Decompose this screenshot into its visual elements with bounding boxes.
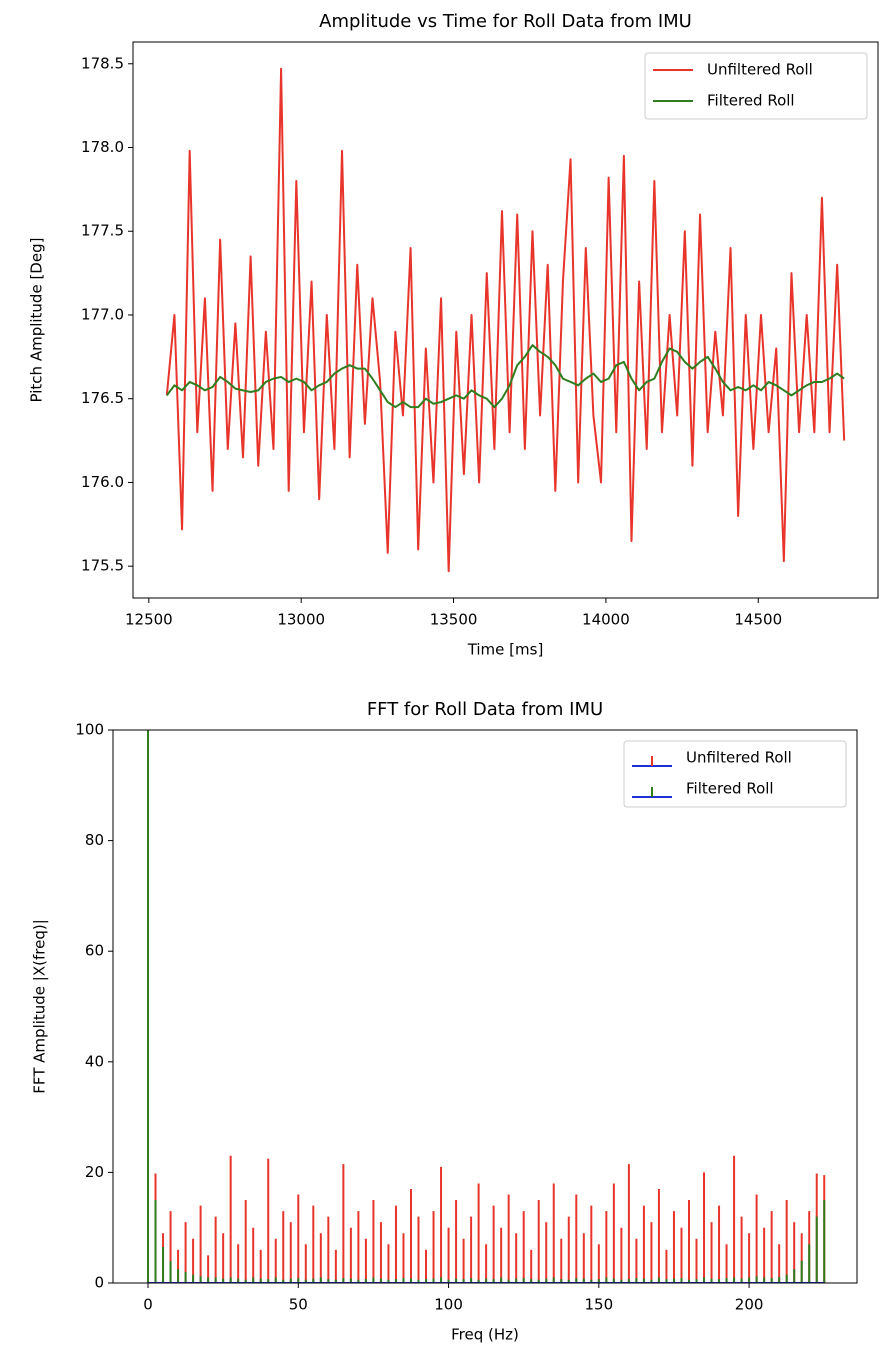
- legend-label: Filtered Roll: [686, 780, 774, 798]
- y-tick-label: 178.5: [81, 54, 124, 72]
- plot-area: [147, 730, 826, 1283]
- y-tick-label: 177.5: [81, 222, 124, 240]
- y-tick-label: 176.0: [81, 473, 124, 491]
- y-axis-label: FFT Amplitude |X(freq)|: [31, 919, 49, 1094]
- y-axis-label: Pitch Amplitude [Deg]: [28, 238, 46, 403]
- chart-title: Amplitude vs Time for Roll Data from IMU: [319, 11, 692, 32]
- chart-title: FFT for Roll Data from IMU: [367, 699, 603, 720]
- x-tick-label: 14500: [734, 611, 782, 629]
- x-tick-label: 200: [735, 1296, 764, 1314]
- y-tick-label: 60: [85, 942, 104, 960]
- y-tick-label: 0: [94, 1274, 104, 1292]
- series-line: [165, 67, 846, 573]
- legend: Unfiltered Roll Filtered Roll: [644, 52, 868, 120]
- axes-frame: [132, 41, 879, 599]
- y-tick-label: 177.0: [81, 305, 124, 323]
- y-tick-label: 178.0: [81, 138, 124, 156]
- y-tick-label: 175.5: [81, 557, 124, 575]
- x-axis-label: Time [ms]: [467, 641, 544, 659]
- y-tick-label: 176.5: [81, 389, 124, 407]
- x-tick-label: 13500: [430, 611, 478, 629]
- x-tick-label: 100: [434, 1296, 463, 1314]
- y-tick-label: 80: [85, 831, 104, 849]
- subplot: FFT for Roll Data from IMU Freq (Hz) FFT A…: [31, 699, 858, 1344]
- axes-frame: [112, 729, 858, 1284]
- plot-area: [165, 67, 846, 573]
- legend-label: Unfiltered Roll: [707, 61, 813, 79]
- subplot: Amplitude vs Time for Roll Data from IMU…: [28, 11, 879, 659]
- x-tick-label: 12500: [125, 611, 173, 629]
- x-axis-label: Freq (Hz): [451, 1326, 519, 1344]
- x-tick-label: 50: [289, 1296, 308, 1314]
- y-tick-label: 20: [85, 1163, 104, 1181]
- legend: Unfiltered Roll Filtered Roll: [623, 740, 847, 808]
- x-tick-label: 150: [585, 1296, 614, 1314]
- legend-frame: [623, 740, 847, 808]
- series-line: [166, 344, 845, 409]
- legend-frame: [644, 52, 868, 120]
- legend-label: Unfiltered Roll: [686, 749, 792, 767]
- y-tick-label: 100: [75, 721, 104, 739]
- x-tick-label: 14000: [582, 611, 630, 629]
- y-tick-label: 40: [85, 1052, 104, 1070]
- x-tick-label: 13000: [277, 611, 325, 629]
- x-tick-label: 0: [143, 1296, 153, 1314]
- legend-label: Filtered Roll: [707, 92, 795, 110]
